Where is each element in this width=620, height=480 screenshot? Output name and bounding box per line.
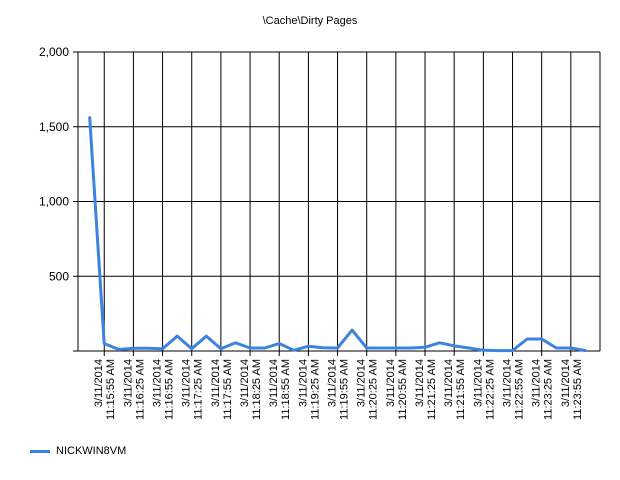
x-tick-label: 3/11/2014 11:18:25 AM xyxy=(239,359,263,420)
legend: NICKWIN8VM xyxy=(30,445,126,457)
x-tick-label: 3/11/2014 11:17:25 AM xyxy=(181,359,205,420)
x-tick-date: 3/11/2014 xyxy=(560,359,572,407)
x-tick-time: 11:17:25 AM xyxy=(193,359,205,420)
x-tick-label: 3/11/2014 11:19:25 AM xyxy=(297,359,321,420)
x-tick-time: 11:19:25 AM xyxy=(309,359,321,420)
x-tick-date: 3/11/2014 xyxy=(210,359,222,407)
x-tick-date: 3/11/2014 xyxy=(327,359,339,407)
x-tick-label: 3/11/2014 11:22:25 AM xyxy=(472,359,496,420)
x-tick-labels: 3/11/2014 11:15:55 AM 3/11/2014 11:16:25 AM… xyxy=(93,359,584,420)
x-tick-label: 3/11/2014 11:20:55 AM xyxy=(385,359,409,420)
x-tick-time: 11:23:55 AM xyxy=(572,359,584,420)
x-tick-date: 3/11/2014 xyxy=(122,359,134,407)
y-tick-label: 500 xyxy=(49,269,69,283)
axes xyxy=(73,51,600,356)
x-tick-label: 3/11/2014 11:21:25 AM xyxy=(414,359,438,420)
x-tick-label: 3/11/2014 11:23:25 AM xyxy=(531,359,555,420)
x-tick-time: 11:19:55 AM xyxy=(339,359,351,420)
y-tick-label: 1,500 xyxy=(39,120,69,134)
x-tick-time: 11:21:55 AM xyxy=(455,359,467,420)
x-tick-time: 11:20:25 AM xyxy=(368,359,380,420)
x-tick-date: 3/11/2014 xyxy=(385,359,397,407)
x-tick-label: 3/11/2014 11:15:55 AM xyxy=(93,359,117,420)
x-tick-label: 3/11/2014 11:22:55 AM xyxy=(502,359,526,420)
x-tick-label: 3/11/2014 11:21:55 AM xyxy=(443,359,467,420)
x-tick-time: 11:16:55 AM xyxy=(164,359,176,420)
x-tick-date: 3/11/2014 xyxy=(93,359,105,407)
x-tick-time: 11:16:25 AM xyxy=(134,359,146,420)
x-tick-label: 3/11/2014 11:17:55 AM xyxy=(210,359,234,420)
x-tick-time: 11:15:55 AM xyxy=(105,359,117,420)
x-tick-time: 11:17:55 AM xyxy=(222,359,234,420)
series-line xyxy=(88,116,587,353)
x-tick-time: 11:20:55 AM xyxy=(397,359,409,420)
x-tick-time: 11:22:25 AM xyxy=(484,359,496,420)
x-tick-date: 3/11/2014 xyxy=(268,359,280,407)
x-tick-date: 3/11/2014 xyxy=(356,359,368,407)
x-tick-date: 3/11/2014 xyxy=(239,359,251,407)
chart-title: \Cache\Dirty Pages xyxy=(263,15,358,27)
x-tick-time: 11:18:25 AM xyxy=(251,359,263,420)
x-tick-date: 3/11/2014 xyxy=(414,359,426,407)
x-tick-time: 11:18:55 AM xyxy=(280,359,292,420)
x-tick-date: 3/11/2014 xyxy=(181,359,193,407)
x-tick-date: 3/11/2014 xyxy=(531,359,543,407)
x-tick-time: 11:21:25 AM xyxy=(426,359,438,420)
x-tick-date: 3/11/2014 xyxy=(443,359,455,407)
x-tick-label: 3/11/2014 11:16:25 AM xyxy=(122,359,146,420)
x-tick-time: 11:22:55 AM xyxy=(514,359,526,420)
legend-label: NICKWIN8VM xyxy=(56,445,127,457)
x-tick-date: 3/11/2014 xyxy=(502,359,514,407)
x-tick-label: 3/11/2014 11:23:55 AM xyxy=(560,359,584,420)
y-tick-labels: 500 1,000 1,500 2,000 xyxy=(39,45,69,283)
x-tick-date: 3/11/2014 xyxy=(472,359,484,407)
x-tick-label: 3/11/2014 11:16:55 AM xyxy=(152,359,176,420)
y-tick-label: 2,000 xyxy=(39,45,69,59)
x-tick-date: 3/11/2014 xyxy=(152,359,164,407)
x-tick-label: 3/11/2014 11:20:25 AM xyxy=(356,359,380,420)
x-tick-label: 3/11/2014 11:19:55 AM xyxy=(327,359,351,420)
legend-swatch xyxy=(30,449,50,453)
y-tick-label: 1,000 xyxy=(39,195,69,209)
x-tick-time: 11:23:25 AM xyxy=(543,359,555,420)
x-tick-label: 3/11/2014 11:18:55 AM xyxy=(268,359,292,420)
series-lines xyxy=(88,116,587,353)
gridlines xyxy=(78,51,601,352)
x-tick-date: 3/11/2014 xyxy=(297,359,309,407)
